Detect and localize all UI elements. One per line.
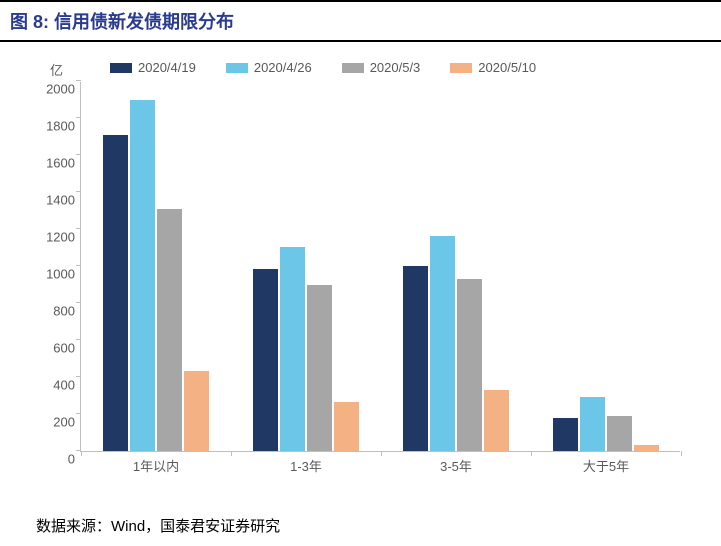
legend-swatch bbox=[226, 63, 248, 73]
y-axis-unit: 亿 bbox=[50, 60, 63, 79]
y-tick-mark bbox=[76, 191, 81, 192]
y-tick-label: 400 bbox=[35, 378, 75, 393]
x-tick-mark bbox=[381, 451, 382, 456]
y-tick-mark bbox=[76, 265, 81, 266]
legend-label: 2020/5/3 bbox=[370, 60, 421, 75]
y-tick-mark bbox=[76, 339, 81, 340]
figure-title: 图 8: 信用债新发债期限分布 bbox=[10, 8, 711, 34]
plot-region: 02004006008001000120014001600180020001年以… bbox=[80, 82, 680, 452]
legend-swatch bbox=[110, 63, 132, 73]
bar bbox=[280, 247, 305, 451]
y-tick-label: 0 bbox=[35, 452, 75, 467]
legend-item: 2020/5/3 bbox=[342, 60, 421, 75]
bar bbox=[307, 285, 332, 451]
x-tick-mark bbox=[231, 451, 232, 456]
bar bbox=[457, 279, 482, 451]
bar bbox=[430, 236, 455, 451]
y-tick-mark bbox=[76, 80, 81, 81]
x-tick-label: 大于5年 bbox=[583, 456, 629, 475]
bar bbox=[157, 209, 182, 451]
y-tick-label: 1600 bbox=[35, 156, 75, 171]
x-tick-label: 1-3年 bbox=[290, 456, 322, 475]
legend-item: 2020/4/19 bbox=[110, 60, 196, 75]
bar bbox=[403, 266, 428, 451]
legend-label: 2020/4/19 bbox=[138, 60, 196, 75]
bar bbox=[130, 100, 155, 451]
y-tick-label: 1400 bbox=[35, 193, 75, 208]
figure-title-bar: 图 8: 信用债新发债期限分布 bbox=[0, 0, 721, 42]
chart-area: 亿 2020/4/192020/4/262020/5/32020/5/10 02… bbox=[20, 60, 701, 490]
legend-swatch bbox=[342, 63, 364, 73]
data-source: 数据来源：Wind，国泰君安证券研究 bbox=[36, 515, 280, 536]
y-tick-label: 1200 bbox=[35, 230, 75, 245]
legend-item: 2020/5/10 bbox=[450, 60, 536, 75]
y-tick-label: 1000 bbox=[35, 267, 75, 282]
bar bbox=[580, 397, 605, 451]
y-tick-label: 200 bbox=[35, 415, 75, 430]
y-tick-mark bbox=[76, 154, 81, 155]
y-tick-label: 800 bbox=[35, 304, 75, 319]
bar bbox=[607, 416, 632, 451]
x-tick-mark bbox=[81, 451, 82, 456]
bar bbox=[334, 402, 359, 451]
y-tick-mark bbox=[76, 376, 81, 377]
y-tick-mark bbox=[76, 117, 81, 118]
y-tick-label: 1800 bbox=[35, 119, 75, 134]
x-tick-mark bbox=[531, 451, 532, 456]
legend-label: 2020/5/10 bbox=[478, 60, 536, 75]
legend: 2020/4/19 2020/4/26 2020/5/3 2020/5/10 bbox=[110, 60, 536, 75]
legend-label: 2020/4/26 bbox=[254, 60, 312, 75]
bar bbox=[253, 269, 278, 451]
bar bbox=[184, 371, 209, 451]
y-tick-label: 600 bbox=[35, 341, 75, 356]
bar bbox=[634, 445, 659, 451]
x-tick-label: 3-5年 bbox=[440, 456, 472, 475]
y-tick-mark bbox=[76, 302, 81, 303]
legend-item: 2020/4/26 bbox=[226, 60, 312, 75]
y-tick-mark bbox=[76, 413, 81, 414]
bar bbox=[484, 390, 509, 451]
x-tick-label: 1年以内 bbox=[133, 456, 179, 475]
y-tick-label: 2000 bbox=[35, 82, 75, 97]
x-tick-mark bbox=[681, 451, 682, 456]
legend-swatch bbox=[450, 63, 472, 73]
bar bbox=[103, 135, 128, 451]
y-tick-mark bbox=[76, 228, 81, 229]
bar bbox=[553, 418, 578, 451]
